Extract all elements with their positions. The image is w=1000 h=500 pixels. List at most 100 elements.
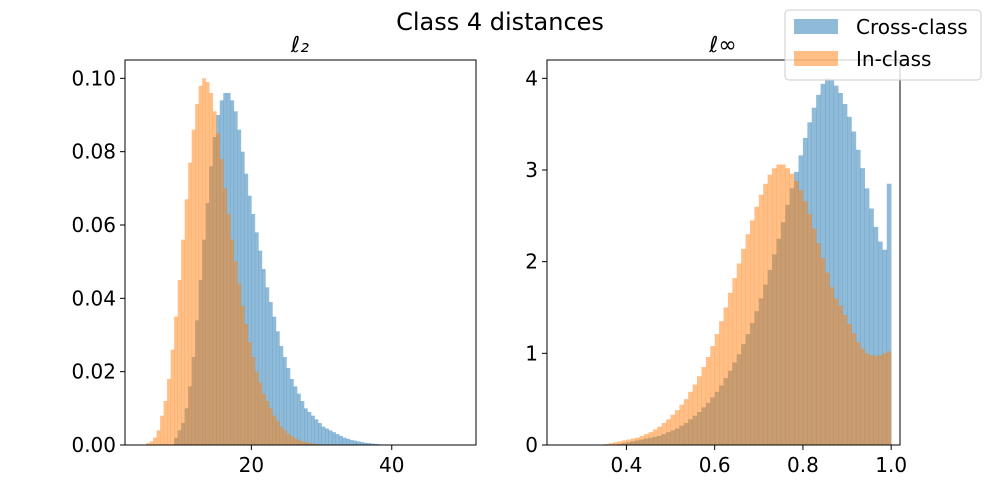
linf-x-tick-label: 1.0: [875, 453, 907, 477]
l2-bar-cross-class: [342, 437, 347, 445]
l2-bar-cross-class: [325, 428, 329, 445]
linf-bar-cross-class: [877, 241, 883, 445]
linf-bar-in-class: [732, 278, 738, 445]
l2-bar-cross-class: [332, 432, 336, 445]
linf-y-tick-label: 4: [525, 66, 538, 90]
l2-bar-cross-class: [275, 331, 280, 445]
legend: Cross-class In-class: [784, 9, 982, 81]
l2-histogram-panel: ℓ₂ 20 40 0.000.020.040.060.080.10: [71, 33, 477, 477]
linf-bar-cross-class: [838, 93, 843, 445]
l2-bar-in-class: [205, 82, 210, 445]
l2-bar-cross-class: [272, 316, 277, 445]
l2-x-ticks: 20 40: [239, 445, 404, 477]
linf-bar-in-class: [679, 404, 685, 445]
l2-y-tick-label: 0.08: [71, 140, 116, 164]
l2-bar-cross-class: [265, 287, 270, 445]
l2-bar-in-class: [156, 430, 161, 445]
linf-bars: [604, 78, 892, 446]
linf-panel-title: ℓ∞: [708, 33, 736, 58]
legend-label-in-class: In-class: [856, 47, 931, 71]
l2-bar-in-class: [265, 401, 270, 445]
linf-bar-in-class: [736, 263, 742, 445]
linf-bar-in-class: [829, 287, 835, 445]
linf-bar-in-class: [613, 442, 618, 445]
linf-bar-in-class: [630, 438, 636, 445]
linf-bar-in-class: [714, 334, 720, 445]
l2-bar-cross-class: [314, 419, 319, 445]
linf-bar-in-class: [723, 307, 729, 445]
linf-x-tick-label: 0.8: [787, 453, 819, 477]
l2-bar-in-class: [286, 434, 291, 445]
linf-bar-in-class: [807, 214, 813, 445]
l2-bar-cross-class: [247, 195, 252, 445]
linf-bar-in-class: [705, 357, 711, 445]
linf-bar-in-class: [727, 292, 733, 445]
l2-bar-cross-class: [296, 393, 301, 445]
l2-bar-cross-class: [356, 441, 361, 445]
legend-swatch-cross-class: [794, 19, 838, 34]
l2-bar-in-class: [244, 324, 249, 445]
l2-x-tick-label: 40: [379, 453, 404, 477]
l2-bar-in-class: [279, 426, 284, 445]
l2-bar-in-class: [311, 443, 315, 445]
linf-bar-in-class: [683, 399, 689, 445]
linf-bar-in-class: [816, 243, 821, 445]
l2-bar-cross-class: [286, 368, 291, 445]
l2-bar-in-class: [272, 415, 277, 445]
l2-bar-in-class: [177, 280, 182, 445]
l2-bar-in-class: [226, 214, 231, 445]
l2-bar-in-class: [160, 415, 164, 445]
l2-bar-cross-class: [268, 302, 273, 445]
linf-bar-in-class: [886, 351, 892, 445]
l2-panel-title: ℓ₂: [290, 33, 309, 58]
l2-bar-in-class: [181, 239, 185, 445]
linf-bar-in-class: [622, 440, 627, 445]
linf-y-tick-label: 0: [525, 433, 538, 457]
linf-bar-in-class: [785, 168, 790, 446]
l2-bar-in-class: [300, 441, 305, 445]
linf-histogram-panel: ℓ∞ 0.4 0.6 0.8 1.0 0 1 2 3 4: [525, 33, 907, 477]
linf-bar-in-class: [820, 258, 826, 445]
linf-bar-in-class: [794, 181, 799, 445]
linf-bar-in-class: [749, 220, 755, 445]
l2-bar-in-class: [282, 430, 287, 445]
l2-bar-in-class: [174, 316, 178, 445]
l2-bar-in-class: [216, 133, 221, 445]
l2-bar-cross-class: [360, 442, 364, 445]
linf-bar-in-class: [864, 353, 870, 445]
l2-bar-cross-class: [304, 408, 308, 445]
linf-bar-in-class: [710, 346, 715, 445]
l2-bar-in-class: [191, 129, 196, 446]
linf-bar-in-class: [855, 342, 861, 445]
linf-bar-in-class: [877, 355, 883, 445]
linf-bar-in-class: [652, 429, 658, 445]
linf-bar-in-class: [763, 183, 768, 445]
linf-bar-in-class: [626, 439, 632, 445]
l2-bar-cross-class: [240, 151, 245, 446]
linf-bar-in-class: [674, 410, 680, 445]
l2-bar-in-class: [195, 104, 200, 445]
l2-bar-in-class: [230, 239, 235, 445]
linf-bar-in-class: [838, 305, 843, 445]
l2-bar-in-class: [254, 371, 259, 445]
linf-bar-in-class: [847, 324, 852, 445]
l2-bar-cross-class: [293, 386, 298, 445]
linf-bar-in-class: [666, 419, 671, 445]
linf-bar-cross-class: [855, 149, 861, 445]
linf-bar-in-class: [833, 298, 839, 445]
l2-bar-cross-class: [258, 250, 263, 445]
l2-bar-cross-class: [251, 214, 256, 445]
linf-bar-in-class: [882, 353, 888, 445]
l2-bar-cross-class: [282, 357, 287, 445]
linf-bar-in-class: [842, 314, 848, 445]
linf-bar-in-class: [688, 391, 693, 445]
linf-bar-cross-class: [869, 208, 874, 445]
l2-y-tick-label: 0.04: [71, 286, 116, 310]
linf-bar-in-class: [692, 384, 698, 445]
linf-bar-in-class: [639, 435, 645, 445]
linf-bar-in-class: [719, 321, 724, 445]
l2-bar-in-class: [188, 162, 192, 446]
linf-y-tick-label: 3: [525, 158, 538, 182]
l2-y-tick-label: 0.10: [71, 66, 116, 90]
